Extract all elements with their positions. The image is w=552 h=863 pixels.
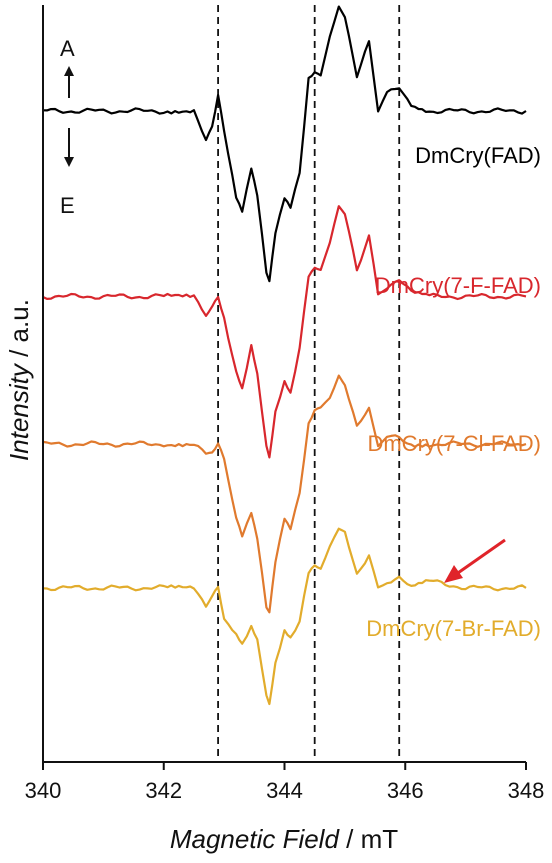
series-line-4 xyxy=(42,527,527,706)
series-label-1: DmCry(FAD) xyxy=(415,143,541,168)
annotation-arrow-shaft xyxy=(454,538,506,577)
series-label-4: DmCry(7-Br-FAD) xyxy=(366,616,541,641)
x-tick-label: 340 xyxy=(25,778,62,803)
x-tick-label: 346 xyxy=(387,778,424,803)
annotation-arrow-head xyxy=(444,565,463,583)
series-line-2 xyxy=(42,205,527,459)
series-line-1 xyxy=(42,5,527,283)
emission-arrow-head xyxy=(64,157,74,167)
series-labels: DmCry(FAD) DmCry(7-F-FAD) DmCry(7-Cl-FAD) D… xyxy=(366,143,541,641)
absorption-emission-indicator: A E xyxy=(60,36,75,218)
series-label-2: DmCry(7-F-FAD) xyxy=(375,273,541,298)
red-arrow-annotation xyxy=(444,538,506,583)
x-tick-label: 344 xyxy=(266,778,303,803)
absorption-label: A xyxy=(60,36,75,61)
series-line-3 xyxy=(42,374,527,614)
x-tick-label: 348 xyxy=(508,778,545,803)
series-label-3: DmCry(7-Cl-FAD) xyxy=(367,431,541,456)
x-axis-title: Magnetic Field / mT xyxy=(170,824,398,854)
absorption-arrow-head xyxy=(64,66,74,76)
x-ticks: 340 342 344 346 348 xyxy=(25,762,545,803)
dashed-guides xyxy=(217,5,401,762)
emission-label: E xyxy=(60,193,75,218)
x-tick-label: 342 xyxy=(145,778,182,803)
y-axis-title: Intensity / a.u. xyxy=(4,299,34,461)
series-lines xyxy=(42,5,527,706)
